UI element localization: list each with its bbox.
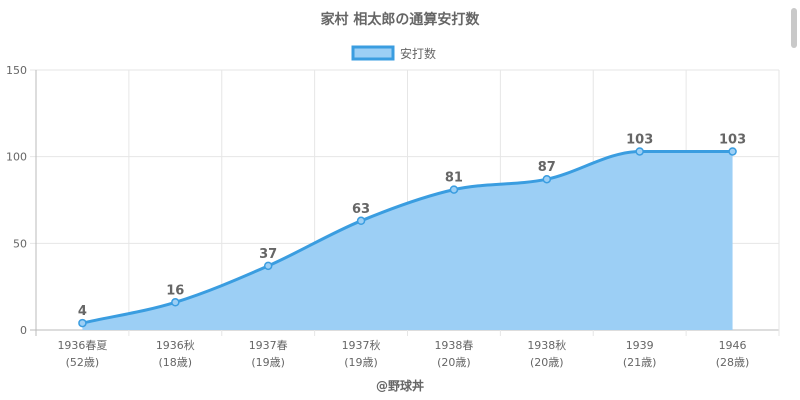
x-tick-label: (19歳): [251, 356, 285, 369]
credit-text: @野球丼: [376, 378, 424, 393]
x-tick-label: (19歳): [344, 356, 378, 369]
series-line: [82, 149, 733, 325]
data-point[interactable]: [171, 298, 180, 307]
grid: [30, 69, 780, 336]
data-label: 4: [78, 304, 87, 319]
y-tick-label: 0: [20, 324, 27, 337]
data-point[interactable]: [263, 261, 273, 271]
legend-swatch: [351, 45, 395, 61]
data-point[interactable]: [78, 318, 87, 328]
series-hits: [78, 147, 737, 330]
data-label: 87: [538, 160, 556, 175]
x-tick-label: 1937秋: [342, 338, 381, 352]
x-tick-label: (20歳): [530, 356, 564, 369]
chart-title: 家村 相太郎の通算安打数: [321, 11, 481, 28]
x-tick-label: (21歳): [623, 356, 657, 369]
x-tick-label: (52歳): [66, 356, 100, 369]
scrollbar[interactable]: [791, 8, 797, 48]
data-label: 103: [626, 132, 653, 147]
data-label: 63: [352, 202, 370, 217]
x-tick-label: (28歳): [716, 356, 750, 369]
y-tick-label: 100: [6, 151, 27, 164]
x-tick-label: (18歳): [159, 356, 193, 369]
x-tick-label: (20歳): [437, 356, 471, 369]
series-area: [82, 151, 733, 330]
legend[interactable]: 安打数: [351, 45, 436, 61]
x-tick-label: 1936秋: [156, 338, 195, 352]
data-point[interactable]: [728, 147, 737, 156]
data-label: 37: [259, 247, 277, 262]
x-tick-label: 1938春: [434, 339, 473, 352]
data-label: 81: [445, 171, 463, 186]
x-tick-label: 1939: [626, 339, 654, 352]
y-axis: 0 50 100 150: [6, 64, 27, 337]
x-tick-label: 1938秋: [527, 338, 566, 352]
data-point[interactable]: [635, 147, 644, 156]
y-tick-label: 150: [6, 64, 27, 77]
x-tick-label: 1936春夏: [57, 339, 107, 352]
data-label: 16: [166, 283, 184, 298]
legend-label: 安打数: [400, 46, 436, 61]
data-label: 103: [719, 132, 746, 147]
x-axis: 1936春夏 (52歳) 1936秋 (18歳) 1937春 (19歳) 1937秋 (19歳…: [57, 338, 749, 369]
x-tick-label: 1946: [719, 339, 747, 352]
data-point[interactable]: [356, 216, 366, 226]
x-tick-label: 1937春: [249, 339, 288, 352]
data-point[interactable]: [542, 174, 552, 184]
data-point[interactable]: [449, 185, 459, 194]
data-labels: 4 16 37 63 81 87 103 103: [78, 132, 746, 319]
y-tick-label: 50: [13, 237, 27, 250]
